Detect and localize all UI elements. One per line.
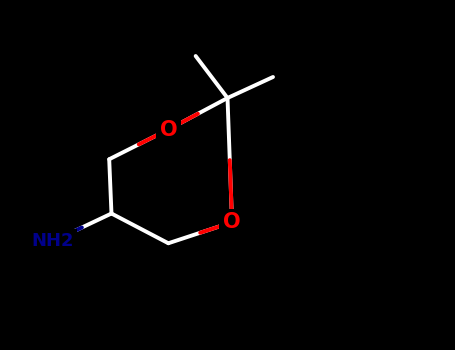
Text: NH2: NH2 <box>31 232 74 251</box>
Text: O: O <box>223 212 241 232</box>
Text: O: O <box>160 119 177 140</box>
